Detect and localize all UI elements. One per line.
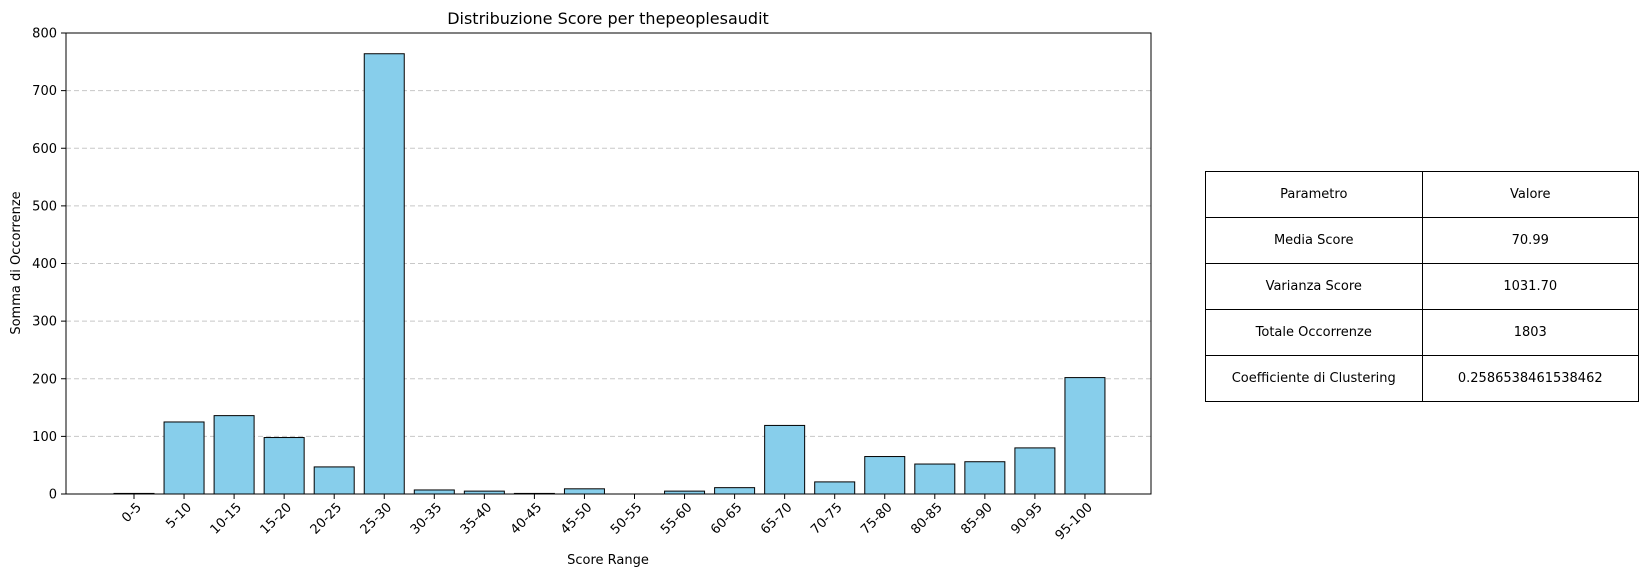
table-cell-value: 1031.70: [1421, 263, 1639, 310]
grid-lines: [66, 90, 1151, 437]
bar: [864, 456, 906, 495]
y-tick-label: 0: [49, 488, 57, 503]
bars: [113, 53, 1106, 495]
bar: [363, 53, 405, 495]
x-tick-label: 50-55: [608, 500, 645, 537]
table-row: Coefficiente di Clustering 0.25865384615…: [1205, 355, 1639, 402]
y-tick-label: 800: [32, 27, 57, 42]
y-tick-label: 500: [32, 199, 57, 214]
y-axis: 0 100 200 300 400 500 600 700 800: [32, 27, 66, 503]
x-tick-label: 40-45: [508, 500, 545, 537]
x-tick-label: 75-80: [858, 500, 895, 537]
x-tick-label: 0-5: [119, 500, 145, 526]
x-tick-label: 10-15: [208, 500, 245, 537]
table-cell-parameter: Totale Occorrenze: [1205, 309, 1423, 356]
y-tick-label: 200: [32, 372, 57, 387]
table-cell-parameter: Varianza Score: [1205, 263, 1423, 310]
bar: [413, 489, 455, 495]
table-cell-parameter: Coefficiente di Clustering: [1205, 355, 1423, 402]
x-tick-label: 85-90: [958, 500, 995, 537]
stats-table: Parametro Valore Media Score 70.99 Varia…: [1205, 171, 1639, 402]
bar: [764, 424, 806, 495]
x-tick-label: 70-75: [808, 500, 845, 537]
bar: [563, 488, 605, 495]
bar: [814, 481, 856, 495]
table-cell-parameter: Media Score: [1205, 217, 1423, 264]
y-tick-label: 100: [32, 430, 57, 445]
y-tick-label: 600: [32, 142, 57, 157]
x-tick-label: 45-50: [558, 500, 595, 537]
bar: [213, 415, 255, 495]
bar: [1064, 377, 1106, 495]
x-tick-label: 55-60: [658, 500, 695, 537]
bar: [714, 487, 756, 495]
chart-title: Distribuzione Score per thepeoplesaudit: [447, 9, 769, 28]
y-axis-label: Somma di Occorrenze: [9, 191, 24, 334]
x-tick-label: 5-10: [163, 500, 194, 531]
x-tick-label: 90-95: [1008, 500, 1045, 537]
y-tick-label: 300: [32, 315, 57, 330]
table-row: Varianza Score 1031.70: [1205, 263, 1639, 310]
bar: [964, 461, 1006, 495]
bar: [313, 466, 355, 495]
x-tick-label: 25-30: [358, 500, 395, 537]
bar: [163, 421, 205, 495]
x-axis-label: Score Range: [567, 553, 649, 568]
x-axis: 0-5 5-10 10-15 15-20 20-25 25-30 30-35 35-40 40-…: [119, 494, 1096, 543]
x-tick-label: 95-100: [1053, 500, 1096, 543]
x-tick-label: 60-65: [708, 500, 745, 537]
table-cell-value: 1803: [1421, 309, 1639, 356]
table-row: Totale Occorrenze 1803: [1205, 309, 1639, 356]
table-cell-value: 0.2586538461538462: [1421, 355, 1639, 402]
bar: [263, 437, 305, 495]
table-header-cell: Valore: [1421, 171, 1639, 218]
y-tick-label: 700: [32, 84, 57, 99]
bar: [914, 463, 956, 495]
x-tick-label: 20-25: [308, 500, 345, 537]
y-tick-label: 400: [32, 257, 57, 272]
table-cell-value: 70.99: [1421, 217, 1639, 264]
x-tick-label: 15-20: [258, 500, 295, 537]
x-tick-label: 35-40: [458, 500, 495, 537]
bar: [1014, 447, 1056, 495]
table-header-cell: Parametro: [1205, 171, 1423, 218]
x-tick-label: 30-35: [408, 500, 445, 537]
table-row: Media Score 70.99: [1205, 217, 1639, 264]
x-tick-label: 65-70: [758, 500, 795, 537]
table-header-row: Parametro Valore: [1205, 171, 1639, 218]
x-tick-label: 80-85: [908, 500, 945, 537]
